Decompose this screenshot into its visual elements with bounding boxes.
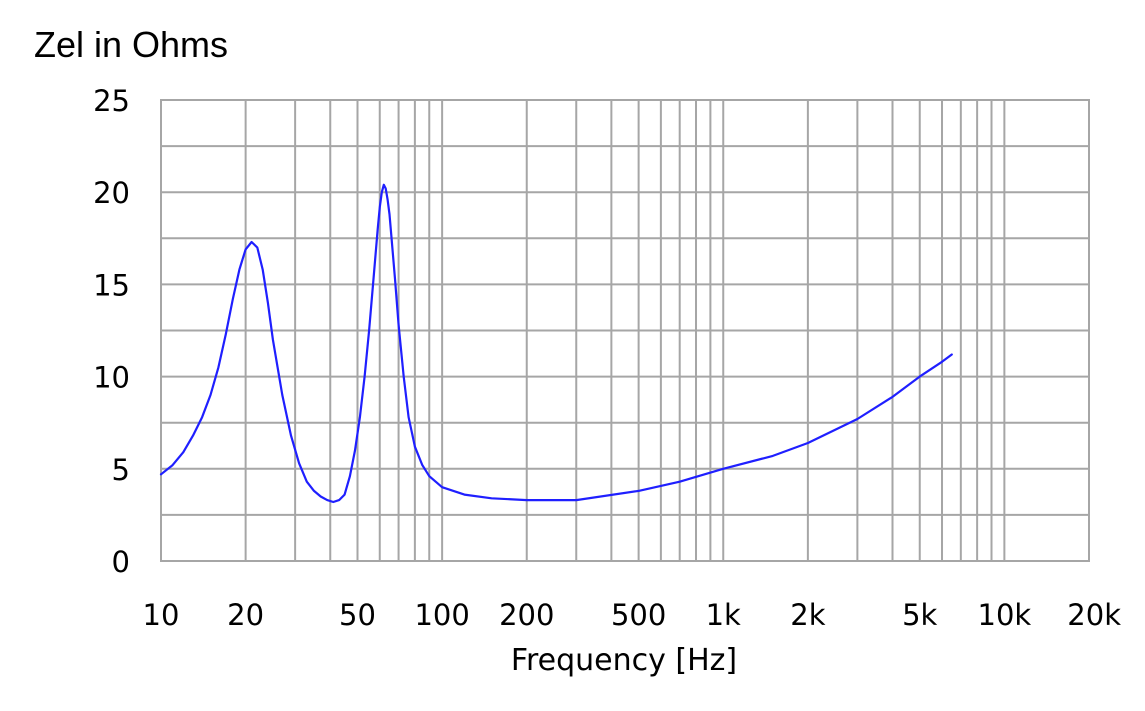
x-tick-label: 50 bbox=[339, 598, 376, 632]
y-tick-label: 5 bbox=[112, 453, 130, 487]
y-tick-label: 25 bbox=[93, 84, 130, 118]
x-tick-label: 2k bbox=[790, 598, 825, 632]
x-tick-label: 10k bbox=[978, 598, 1032, 632]
x-axis-label: Frequency [Hz] bbox=[511, 643, 737, 678]
x-tick-label: 100 bbox=[414, 598, 469, 632]
y-tick-label: 0 bbox=[112, 545, 130, 579]
x-tick-label: 1k bbox=[706, 598, 741, 632]
x-tick-label: 10 bbox=[143, 598, 180, 632]
x-tick-label: 5k bbox=[902, 598, 937, 632]
x-tick-label: 200 bbox=[499, 598, 554, 632]
y-tick-label: 20 bbox=[93, 176, 130, 210]
x-tick-label: 20k bbox=[1067, 598, 1121, 632]
y-axis-ticks: 0 5 10 15 20 25 bbox=[93, 84, 130, 579]
y-tick-label: 15 bbox=[93, 268, 130, 302]
x-tick-label: 20 bbox=[227, 598, 264, 632]
x-axis-ticks: 10 20 50 100 200 500 1k 2k 5k 10k 20k bbox=[143, 598, 1122, 632]
series-line-impedance bbox=[159, 183, 953, 504]
plot-frame bbox=[160, 99, 1090, 562]
chart-title: Zel in Ohms bbox=[34, 24, 228, 65]
series-group bbox=[159, 183, 953, 504]
y-tick-label: 10 bbox=[93, 361, 130, 395]
x-tick-label: 500 bbox=[611, 598, 666, 632]
